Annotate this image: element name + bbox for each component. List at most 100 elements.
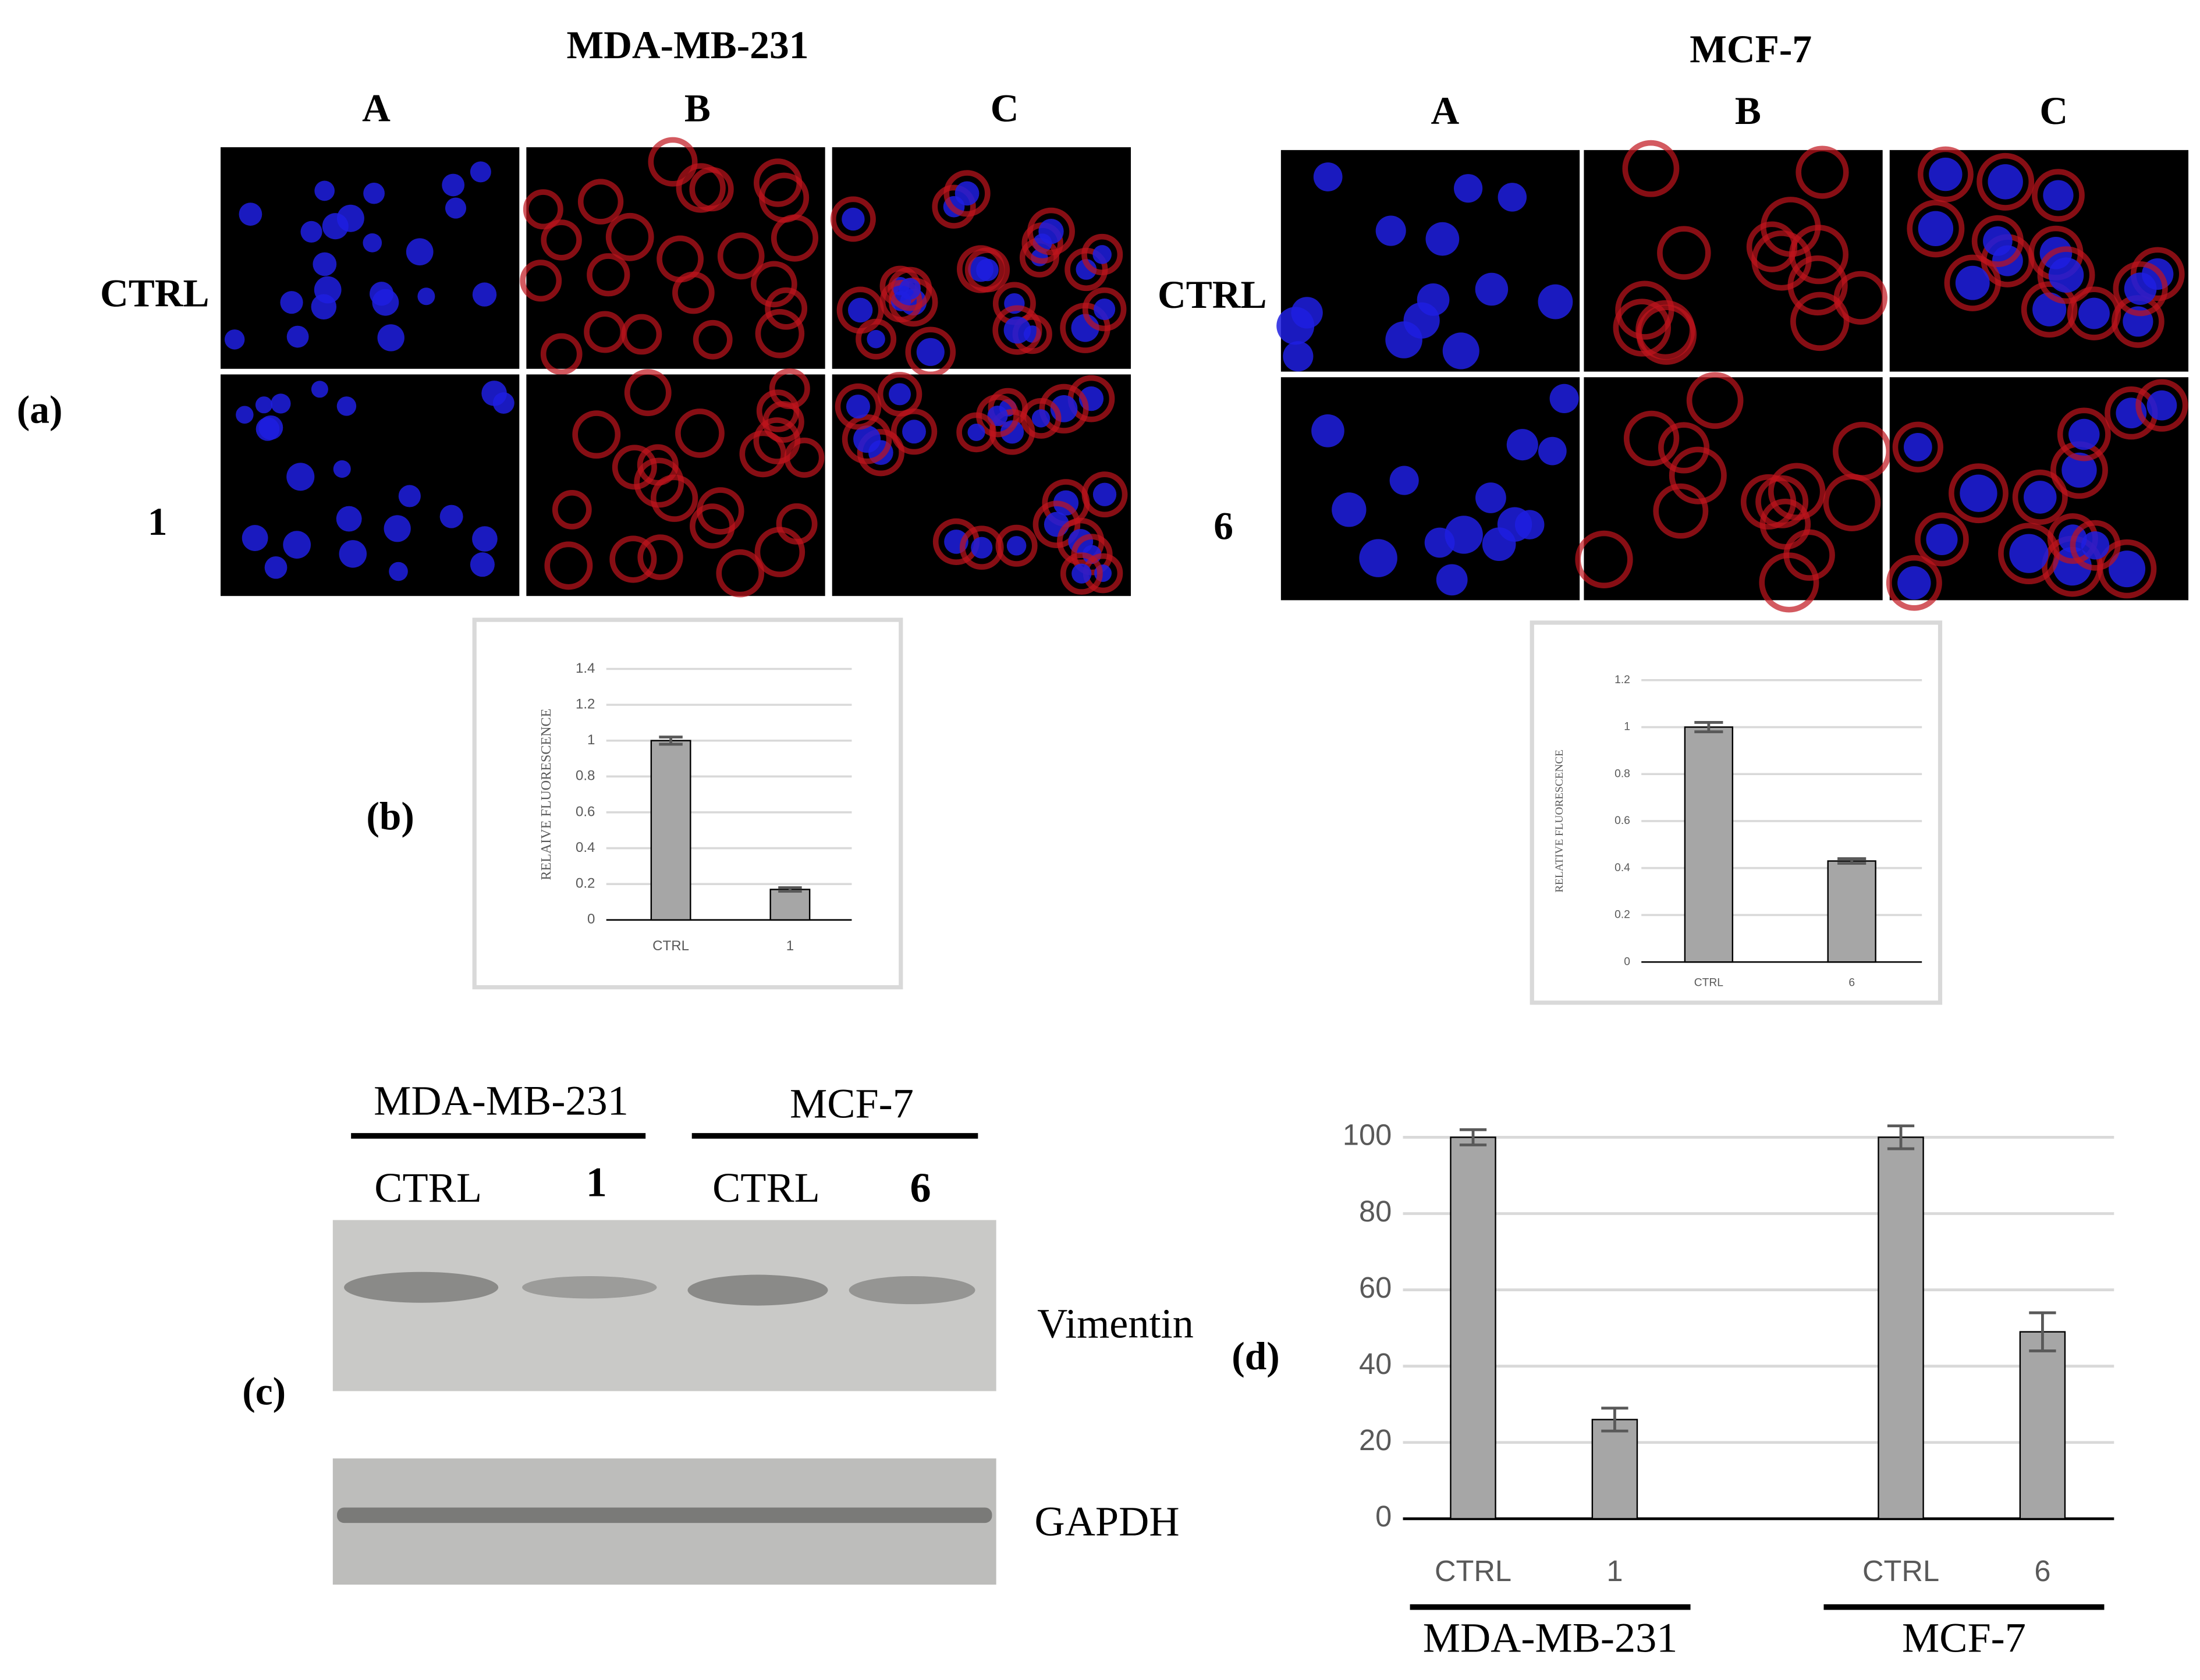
cell-nucleus xyxy=(954,181,980,206)
cell-nucleus xyxy=(867,330,885,349)
cell-nucleus xyxy=(336,396,357,416)
cell-nucleus xyxy=(976,258,999,282)
cell-nucleus xyxy=(2061,452,2097,488)
cell-cytoplasm xyxy=(762,401,804,443)
micrograph xyxy=(526,374,825,596)
cell-nucleus xyxy=(967,423,985,441)
cell-cytoplasm xyxy=(1613,299,1672,357)
cell-nucleus xyxy=(314,180,335,201)
cell-cytoplasm xyxy=(621,314,662,355)
x-tick-label: 6 xyxy=(2034,1554,2050,1587)
cell-nucleus xyxy=(1389,466,1419,495)
cell-cytoplasm xyxy=(755,309,805,358)
y-tick-label: 0.6 xyxy=(1614,815,1630,827)
y-tick-label: 20 xyxy=(1359,1423,1392,1457)
cell-nucleus xyxy=(389,562,408,581)
cell-cytoplasm xyxy=(1783,529,1835,581)
cell-cytoplasm xyxy=(2067,286,2121,340)
band xyxy=(522,1276,657,1299)
column-label: A xyxy=(362,86,391,130)
cell-cytoplasm xyxy=(888,267,932,311)
cell-cytoplasm xyxy=(541,219,582,261)
cell-nucleus xyxy=(916,338,945,366)
cell-cytoplasm xyxy=(830,196,876,242)
cell-nucleus xyxy=(1425,222,1460,256)
bar xyxy=(2019,1331,2066,1520)
cell-nucleus xyxy=(1442,332,1479,370)
cell-nucleus xyxy=(336,204,364,232)
lane-label: 6 xyxy=(910,1164,931,1211)
cell-nucleus xyxy=(242,525,268,551)
cell-nucleus xyxy=(1006,536,1027,556)
y-tick-label: 1 xyxy=(587,732,595,748)
cell-nucleus xyxy=(1475,482,1506,513)
cell-cytoplasm xyxy=(932,184,976,229)
band xyxy=(849,1276,975,1305)
cell-nucleus xyxy=(1071,563,1092,584)
cell-nucleus xyxy=(313,252,337,276)
y-tick-label: 1.4 xyxy=(576,660,595,676)
x-tick-label: 1 xyxy=(1606,1554,1623,1587)
cell-cytoplasm xyxy=(857,429,905,477)
micrograph xyxy=(1280,377,1580,601)
cell-cytoplasm xyxy=(1977,152,2035,211)
cell-nucleus xyxy=(1988,164,2023,200)
bar xyxy=(1878,1136,1924,1520)
cell-cytoplasm xyxy=(540,333,583,375)
cell-cytoplasm xyxy=(2070,520,2121,571)
cell-nucleus xyxy=(1903,432,1932,461)
x-tick-label: CTRL xyxy=(652,938,689,954)
cell-cytoplasm xyxy=(1915,512,1969,567)
cell-cytoplasm xyxy=(676,163,726,213)
cell-cytoplasm xyxy=(1658,422,1710,474)
cell-cytoplasm xyxy=(693,319,733,360)
cell-nucleus xyxy=(339,540,367,568)
cell-cytoplasm xyxy=(753,417,801,464)
cell-nucleus xyxy=(417,287,435,306)
cell-cytoplasm xyxy=(552,490,592,530)
lane-label: 1 xyxy=(586,1159,607,1205)
cell-cytoplasm xyxy=(1575,530,1633,589)
microscopy-images xyxy=(221,137,2189,613)
cell-cytoplasm xyxy=(1886,555,1942,611)
cell-cytoplasm xyxy=(879,280,922,323)
cell-nucleus xyxy=(372,289,399,316)
y-tick-label: 1.2 xyxy=(576,696,595,712)
cell-cytoplasm xyxy=(1636,304,1697,365)
cell-nucleus xyxy=(280,291,303,314)
cell-cytoplasm xyxy=(605,212,654,261)
cell-cytoplasm xyxy=(716,549,765,598)
cell-cytoplasm xyxy=(520,260,562,302)
bar xyxy=(650,740,691,921)
cell-cytoplasm xyxy=(1622,140,1680,197)
cell-nucleus xyxy=(1453,174,1483,203)
y-tick-label: 0.2 xyxy=(1614,909,1630,921)
y-tick-label: 0.4 xyxy=(576,840,595,855)
column-label: C xyxy=(991,86,1019,130)
cell-nucleus xyxy=(283,531,311,559)
panel-label: (c) xyxy=(242,1369,286,1413)
cell-nucleus xyxy=(1003,316,1031,344)
lane-label: CTRL xyxy=(374,1164,482,1211)
blot-group-label: MDA-MB-231 xyxy=(374,1078,629,1124)
cell-nucleus xyxy=(899,278,921,300)
cell-cytoplasm xyxy=(739,430,787,478)
cell-cytoplasm xyxy=(609,535,657,583)
x-tick-label: CTRL xyxy=(1862,1554,1939,1587)
cell-nucleus xyxy=(2146,390,2177,421)
row-label: 1 xyxy=(148,500,168,544)
column-label: C xyxy=(2039,89,2068,133)
cell-cytoplasm xyxy=(624,369,672,417)
cell-cytoplasm xyxy=(751,261,797,308)
cell-nucleus xyxy=(1918,211,1954,247)
cell-nucleus xyxy=(2048,257,2084,293)
cell-nucleus xyxy=(384,515,411,542)
cell-cytoplasm xyxy=(905,326,956,378)
blot-membrane xyxy=(332,1220,996,1391)
cell-nucleus xyxy=(1375,215,1406,246)
cell-nucleus xyxy=(239,203,262,226)
y-tick-label: 1 xyxy=(1624,721,1630,733)
cell-nucleus xyxy=(256,417,280,441)
cell-nucleus xyxy=(2078,297,2110,329)
cell-cytoplasm xyxy=(1032,500,1081,548)
